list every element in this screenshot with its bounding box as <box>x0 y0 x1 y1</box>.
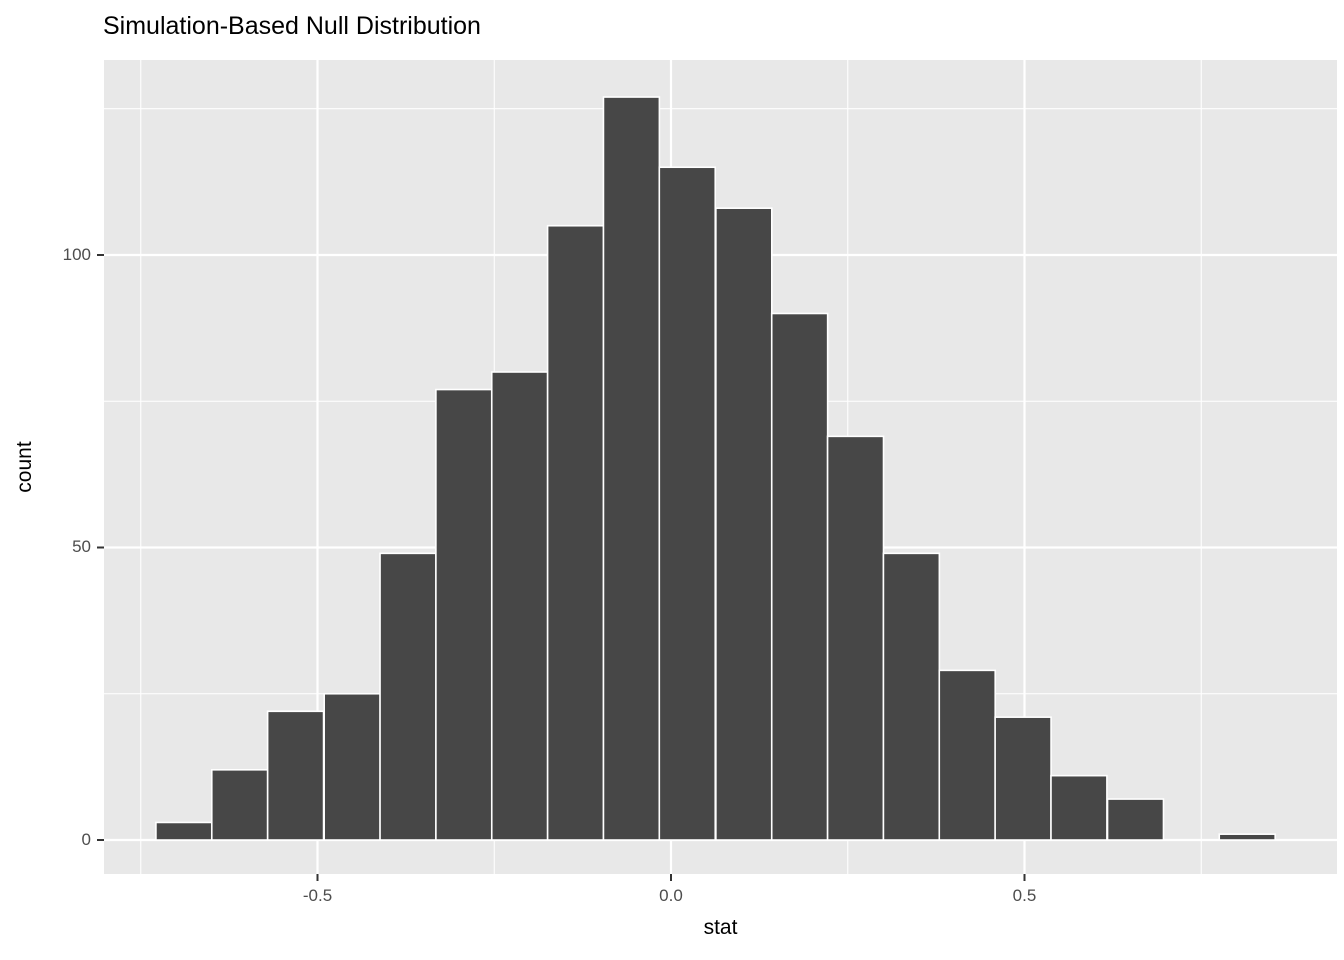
histogram-bar <box>715 207 773 841</box>
histogram-bar <box>1050 774 1108 841</box>
y-axis-tick-label: 100 <box>62 244 91 264</box>
histogram-bar <box>266 710 325 841</box>
x-axis-tick-label: 0.5 <box>1012 886 1037 905</box>
chart-title: Simulation-Based Null Distribution <box>103 12 481 40</box>
x-axis-tick-label: -0.5 <box>302 886 333 905</box>
x-axis-tick-label: 0.0 <box>659 886 683 905</box>
x-axis-title: stat <box>703 916 738 939</box>
histogram-bar <box>1106 798 1165 841</box>
y-axis-tick-label: 50 <box>72 537 91 557</box>
histogram-bar <box>155 821 213 841</box>
histogram-bar <box>882 552 941 841</box>
y-axis-title: count <box>13 441 36 493</box>
histogram-bar <box>994 716 1052 841</box>
histogram-bar <box>490 371 549 841</box>
histogram-bar <box>826 435 885 841</box>
histogram-bar <box>323 692 381 841</box>
histogram-bar <box>658 166 717 841</box>
histogram-bar <box>602 96 661 841</box>
histogram-bar <box>938 669 997 841</box>
histogram-bar <box>770 312 829 841</box>
histogram-bar <box>379 552 437 841</box>
y-axis-tick-label: 0 <box>81 830 91 849</box>
histogram-bar <box>546 224 605 841</box>
histogram-bar <box>210 769 269 841</box>
histogram-bar <box>435 388 493 841</box>
histogram-bar <box>1218 833 1276 841</box>
